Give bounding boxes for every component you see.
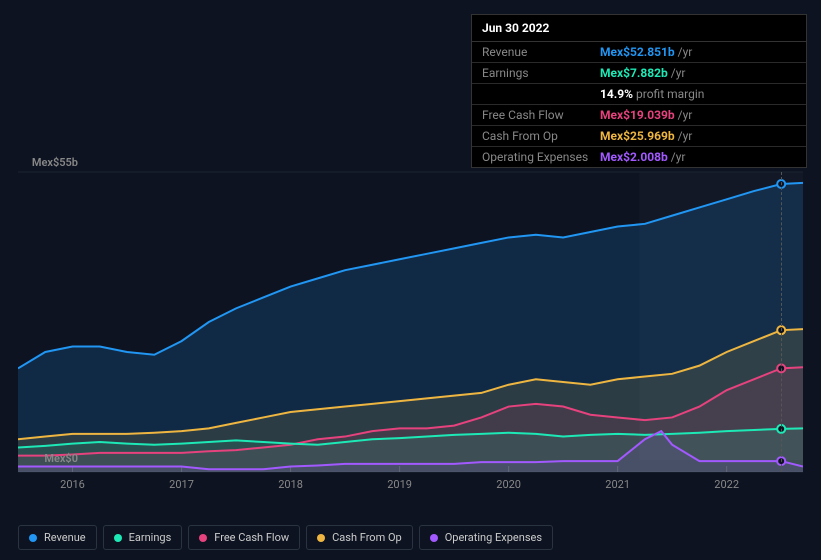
tooltip-row-suffix: /yr: [678, 45, 693, 59]
tooltip-row-suffix: /yr: [671, 66, 686, 80]
legend-item-earnings[interactable]: Earnings: [103, 525, 183, 550]
tooltip-row: Cash From OpMex$25.969b/yr: [472, 126, 806, 147]
tooltip-row-suffix: /yr: [678, 129, 693, 143]
chart-cursor-line: [781, 172, 782, 472]
legend-dot-icon: [430, 534, 438, 542]
chart-tooltip: Jun 30 2022 RevenueMex$52.851b/yrEarning…: [471, 14, 807, 168]
legend-item-free-cash-flow[interactable]: Free Cash Flow: [188, 525, 300, 550]
legend-label: Free Cash Flow: [214, 531, 289, 544]
x-axis-labels: 2016 2017 2018 2019 2020 2021 2022: [18, 478, 803, 498]
legend-item-operating-expenses[interactable]: Operating Expenses: [419, 525, 553, 550]
legend-item-cash-from-op[interactable]: Cash From Op: [306, 525, 413, 550]
legend-dot-icon: [114, 534, 122, 542]
y-axis-label-min: Mex$0: [44, 452, 78, 465]
chart-svg: [18, 160, 803, 475]
legend-dot-icon: [29, 534, 37, 542]
tooltip-row-value: Mex$52.851b: [600, 45, 675, 59]
tooltip-row-suffix: /yr: [678, 108, 693, 122]
tooltip-row-value: Mex$19.039b: [600, 108, 675, 122]
chart-legend: Revenue Earnings Free Cash Flow Cash From O…: [18, 525, 553, 550]
legend-label: Earnings: [129, 531, 172, 544]
tooltip-row-label: [482, 87, 600, 101]
tooltip-row: 14.9%profit margin: [472, 84, 806, 105]
tooltip-row-value: 14.9%: [600, 87, 633, 101]
tooltip-row-label: Revenue: [482, 45, 600, 59]
x-axis-year: 2017: [169, 478, 194, 491]
x-axis-year: 2021: [605, 478, 630, 491]
tooltip-title: Jun 30 2022: [472, 15, 806, 42]
y-axis-label-max: Mex$55b: [32, 156, 78, 169]
x-axis-year: 2018: [278, 478, 303, 491]
legend-label: Operating Expenses: [445, 531, 542, 544]
tooltip-row-label: Cash From Op: [482, 129, 600, 143]
financial-chart[interactable]: Mex$55b Mex$0 20162017201820192020202120…: [18, 160, 803, 500]
legend-item-revenue[interactable]: Revenue: [18, 525, 97, 550]
x-axis-year: 2020: [496, 478, 521, 491]
tooltip-row-suffix: profit margin: [636, 87, 704, 101]
tooltip-row: Free Cash FlowMex$19.039b/yr: [472, 105, 806, 126]
tooltip-row-value: Mex$7.882b: [600, 66, 668, 80]
x-axis-year: 2022: [714, 478, 739, 491]
tooltip-row-value: Mex$25.969b: [600, 129, 675, 143]
tooltip-row-label: Earnings: [482, 66, 600, 80]
legend-dot-icon: [317, 534, 325, 542]
tooltip-row: EarningsMex$7.882b/yr: [472, 63, 806, 84]
legend-label: Revenue: [44, 531, 86, 544]
tooltip-row-label: Free Cash Flow: [482, 108, 600, 122]
x-axis-year: 2016: [60, 478, 85, 491]
tooltip-row: RevenueMex$52.851b/yr: [472, 42, 806, 63]
legend-dot-icon: [199, 534, 207, 542]
x-axis-year: 2019: [387, 478, 412, 491]
legend-label: Cash From Op: [332, 531, 402, 544]
